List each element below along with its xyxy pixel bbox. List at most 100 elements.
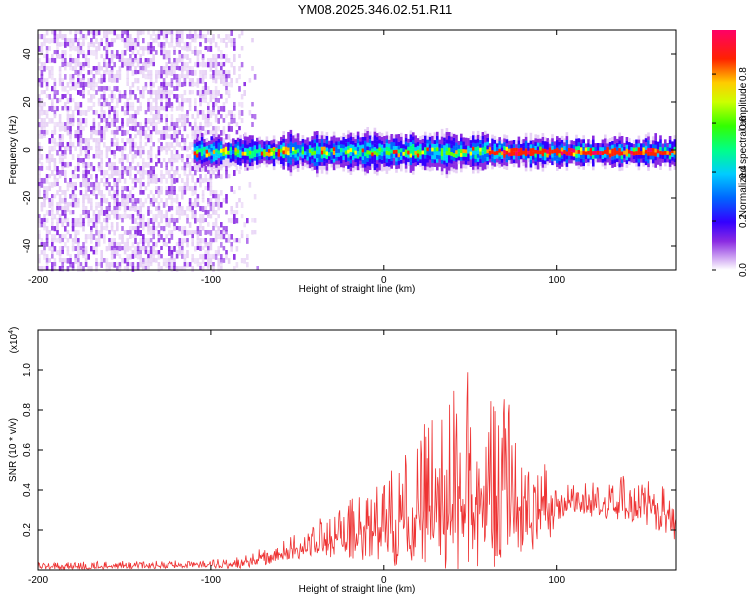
spectrogram-cell: [476, 138, 480, 143]
spectrogram-cell: [659, 162, 662, 167]
spectrogram-cell: [503, 145, 506, 150]
spectrogram-cell: [121, 130, 124, 136]
spectrogram-cell: [474, 162, 477, 167]
spectrogram-cell: [265, 147, 269, 152]
spectrogram-cell: [142, 158, 145, 164]
spectrogram-cell: [113, 202, 116, 208]
spectrogram-cell: [199, 174, 202, 180]
spectrogram-cell: [123, 30, 127, 35]
spectrogram-cell: [123, 142, 127, 147]
spectrogram-cell: [90, 226, 93, 232]
spectrogram-cell: [191, 66, 194, 71]
spectrogram-cell: [500, 139, 504, 144]
spectrogram-cell: [61, 258, 64, 264]
spectrogram-cell: [147, 138, 150, 143]
spectrogram-cell: [129, 166, 132, 171]
spectrogram-cell: [157, 34, 161, 40]
spectrogram-cell: [160, 178, 163, 184]
spectrogram-cell: [409, 165, 413, 169]
spectrogram-cell: [426, 154, 429, 159]
spectrogram-cell: [671, 141, 674, 146]
spectrogram-cell: [366, 153, 369, 158]
spectrogram-cell: [438, 151, 441, 156]
spectrogram-cell: [43, 110, 46, 115]
spectrogram-cell: [356, 162, 360, 167]
spectrogram-cell: [56, 218, 59, 224]
spectrogram-cell: [217, 90, 220, 96]
spectrogram-cell: [48, 166, 51, 171]
spectrogram-cell: [534, 145, 537, 150]
spectrogram-cell: [560, 135, 564, 140]
spectrogram-cell: [74, 58, 77, 64]
spectrogram-cell: [129, 162, 132, 168]
spectrogram-cell: [77, 54, 80, 59]
spectrogram-cell: [397, 134, 401, 138]
spectrogram-cell: [113, 30, 116, 36]
spectrogram-cell: [61, 82, 64, 87]
spectrogram-cell: [188, 30, 192, 36]
spectrogram-cell: [214, 66, 218, 72]
spectrogram-cell: [479, 136, 482, 140]
spectrogram-cell: [647, 166, 650, 171]
spectrogram-cell: [170, 218, 174, 223]
spectrogram-cell: [520, 155, 523, 160]
spectrogram-cell: [294, 138, 297, 143]
spectrogram-cell: [103, 90, 106, 95]
spectrogram-cell: [412, 132, 415, 137]
spectrogram-cell: [419, 136, 422, 140]
spectrogram-cell: [144, 110, 148, 115]
spectrogram-cell: [481, 143, 485, 148]
spectrogram-cell: [58, 170, 62, 175]
spectrogram-cell: [342, 152, 345, 157]
spectrogram-cell: [100, 170, 103, 176]
spectrogram-cell: [43, 54, 46, 59]
spectrogram-cell: [149, 258, 153, 264]
spectrogram-cell: [77, 174, 80, 179]
spectrogram-cell: [472, 150, 475, 155]
spectrogram-cell: [162, 46, 166, 52]
spectrogram-cell: [616, 146, 619, 151]
spectrogram-cell: [383, 159, 386, 163]
spectrogram-cell: [45, 210, 49, 216]
spectrogram-cell: [165, 178, 168, 184]
spectrogram-cell: [668, 143, 672, 148]
spectrogram-cell: [45, 50, 49, 55]
spectrogram-cell: [280, 140, 283, 145]
spectrogram-cell: [316, 131, 319, 135]
spectrogram-cell: [121, 30, 124, 36]
spectrogram-cell: [181, 158, 184, 163]
spectrogram-cell: [175, 66, 179, 71]
spectrogram-cell: [220, 144, 223, 149]
spectrogram-cell: [82, 74, 85, 80]
spectrogram-cell: [181, 106, 184, 112]
spectrogram-cell: [289, 141, 293, 146]
spectrogram-cell: [244, 155, 247, 160]
spectrogram-cell: [207, 30, 210, 35]
spectrogram-cell: [443, 137, 446, 142]
spectrogram-cell: [183, 74, 187, 79]
spectrogram-cell: [178, 30, 181, 35]
spectrogram-cell: [193, 162, 197, 167]
spectrogram-cell: [178, 58, 181, 63]
spectrogram-cell: [69, 106, 72, 111]
spectrogram-cell: [103, 198, 106, 204]
spectrogram-cell: [217, 138, 221, 143]
spectrogram-cell: [210, 159, 213, 164]
spectrogram-cell: [87, 62, 90, 68]
spectrogram-cell: [214, 210, 218, 215]
spectrogram-cell: [433, 163, 437, 167]
spectrogram-cell: [90, 98, 93, 103]
spectrogram-cell: [220, 148, 223, 153]
spectrogram-cell: [296, 167, 300, 172]
spectrogram-cell: [196, 226, 200, 231]
spectrogram-cell: [212, 62, 215, 68]
spectrogram-cell: [215, 144, 218, 149]
spectrogram-cell: [43, 134, 46, 139]
spectrogram-cell: [136, 146, 140, 152]
spectrogram-cell: [186, 98, 189, 103]
spectrogram-cell: [196, 218, 200, 223]
spectrogram-cell: [268, 141, 271, 146]
spectrogram-cell: [214, 234, 218, 240]
spectrogram-cell: [199, 90, 202, 96]
spectrogram-cell: [233, 214, 236, 219]
